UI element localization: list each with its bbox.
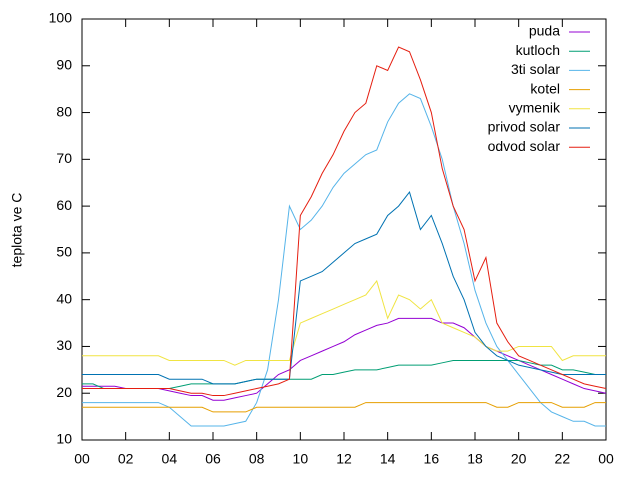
legend-label: 3ti solar bbox=[511, 61, 560, 77]
legend-label: privod solar bbox=[488, 119, 561, 135]
y-tick-label: 80 bbox=[56, 103, 72, 119]
x-tick-label: 14 bbox=[380, 451, 396, 467]
x-tick-label: 10 bbox=[293, 451, 309, 467]
x-tick-label: 20 bbox=[511, 451, 527, 467]
legend-label: kotel bbox=[530, 80, 560, 96]
x-tick-label: 12 bbox=[336, 451, 352, 467]
plot-border bbox=[81, 18, 607, 441]
y-tick-label: 70 bbox=[56, 150, 72, 166]
y-tick-label: 90 bbox=[56, 56, 72, 72]
legend-label: kutloch bbox=[516, 42, 560, 58]
x-tick-label: 04 bbox=[162, 451, 178, 467]
x-tick-label: 18 bbox=[467, 451, 483, 467]
y-tick-label: 30 bbox=[56, 337, 72, 353]
x-tick-label: 00 bbox=[598, 451, 614, 467]
y-tick-label: 60 bbox=[56, 197, 72, 213]
series-line bbox=[82, 190, 606, 385]
legend-label: odvod solar bbox=[488, 138, 561, 154]
series-line bbox=[82, 402, 606, 413]
x-tick-label: 02 bbox=[118, 451, 134, 467]
x-tick-label: 06 bbox=[205, 451, 221, 467]
series-line bbox=[82, 46, 607, 397]
y-tick-label: 40 bbox=[56, 290, 72, 306]
y-tick-label: 50 bbox=[56, 244, 72, 260]
y-tick-label: 20 bbox=[56, 384, 72, 400]
y-tick-label: 100 bbox=[49, 10, 73, 26]
x-tick-label: 08 bbox=[249, 451, 265, 467]
y-tick-label: 10 bbox=[56, 431, 72, 447]
x-tick-label: 00 bbox=[74, 451, 90, 467]
y-axis-label: teplota ve C bbox=[9, 193, 25, 268]
series-line bbox=[82, 279, 606, 366]
x-tick-label: 16 bbox=[424, 451, 440, 467]
x-tick-label: 22 bbox=[555, 451, 571, 467]
legend-label: vymenik bbox=[509, 100, 561, 116]
legend-label: puda bbox=[529, 23, 560, 39]
